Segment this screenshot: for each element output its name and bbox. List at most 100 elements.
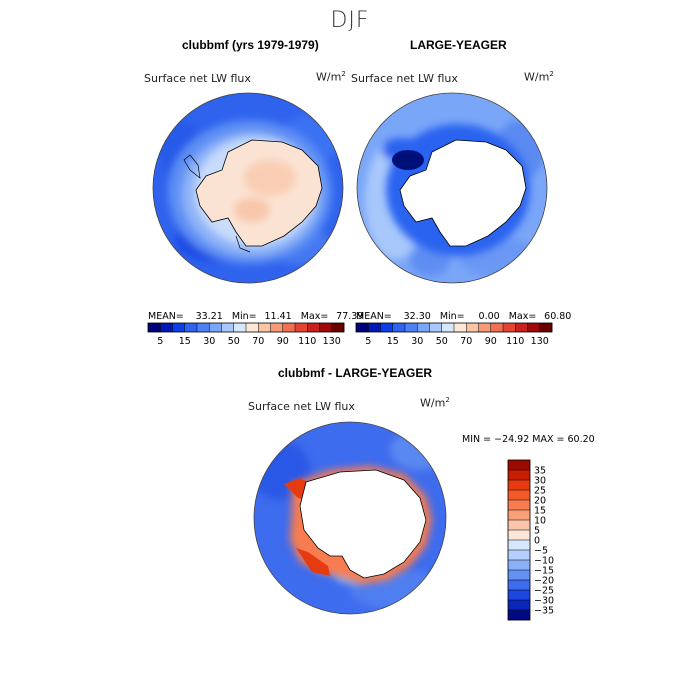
panel-title-bottom: clubbmf - LARGE-YEAGER <box>278 366 433 380</box>
mean-value: 32.30 <box>403 311 431 322</box>
max-label: Max= <box>508 311 537 322</box>
colorbar-swatch <box>527 323 541 332</box>
colorbar-tick-label: −35 <box>534 606 554 617</box>
colorbar-tick-label: −15 <box>534 566 554 577</box>
colorbar-swatch <box>429 323 443 332</box>
season-title: DJF <box>330 8 370 33</box>
colorbar-swatch <box>508 460 530 471</box>
colorbar-swatch <box>270 323 284 332</box>
colorbar-tick-label: 15 <box>534 506 546 517</box>
colorbar-swatch <box>508 520 530 531</box>
colorbar-tick-label: 25 <box>534 486 546 497</box>
colorbar-tick-label: 30 <box>534 476 546 487</box>
colorbar-tick-label: −20 <box>534 576 554 587</box>
colorbar-swatch <box>246 323 259 332</box>
colorbar-tick-label: 70 <box>252 336 264 347</box>
colorbar-swatch <box>508 600 530 611</box>
colorbar-frame <box>507 459 531 621</box>
colorbar-tick-label: 50 <box>228 336 240 347</box>
min-max-bottom: MIN = −24.92 MAX = 60.20 <box>462 434 595 445</box>
colorbar-swatch <box>466 323 479 332</box>
mean-value: 33.21 <box>195 311 223 322</box>
variable-label-left: Surface net LW flux <box>144 72 251 85</box>
colorbar-swatch <box>233 323 247 332</box>
stats-right: MEAN= 32.30 Min= 0.00 Max= 60.80 <box>356 311 571 322</box>
colorbar-tick-label: 10 <box>534 516 546 527</box>
map-bottom <box>254 422 446 614</box>
colorbar-tick-label: 5 <box>534 526 540 537</box>
colorbar-swatch <box>508 570 530 581</box>
colorbar-tick-label: 0 <box>534 536 540 547</box>
colorbar-swatch <box>508 530 530 541</box>
colorbar-swatch <box>454 323 467 332</box>
colorbar-swatch <box>508 550 530 561</box>
colorbar-frame <box>355 322 553 333</box>
colorbar-swatch <box>508 480 530 491</box>
colorbar-swatch <box>258 323 271 332</box>
colorbar-swatch <box>417 323 430 332</box>
colorbar-swatch <box>209 323 222 332</box>
colorbar-swatch <box>508 470 530 481</box>
units-label-right: W/m2 <box>524 70 554 84</box>
colorbar-tick-label: 30 <box>203 336 215 347</box>
map-right <box>357 93 547 283</box>
colorbar-swatch <box>508 580 530 591</box>
colorbar-tick-label: −25 <box>534 586 554 597</box>
colorbar-swatch <box>392 323 406 332</box>
map-left <box>153 93 343 283</box>
colorbar-tick-label: −5 <box>534 546 548 557</box>
colorbar-swatch <box>503 323 516 332</box>
max-value: 77.39 <box>336 311 364 322</box>
colorbar-tick-label: 35 <box>534 466 546 477</box>
panel-title-right: LARGE-YEAGER <box>410 38 507 52</box>
colorbar-swatch <box>356 323 369 332</box>
colorbar-swatch <box>172 323 186 332</box>
colorbar-swatch <box>508 590 530 601</box>
min-value: 11.41 <box>264 311 292 322</box>
colorbar-swatch <box>508 510 530 521</box>
variable-label-bottom: Surface net LW flux <box>248 400 355 413</box>
min-label: Min= <box>231 311 257 322</box>
min-label: Min= <box>439 311 465 322</box>
max-label: Max= <box>300 311 329 322</box>
colorbar-swatch <box>295 323 308 332</box>
colorbar-swatch <box>490 323 504 332</box>
map-bottom-border <box>253 421 447 615</box>
mean-label: MEAN= <box>148 311 184 322</box>
min-value: 0.00 <box>478 311 500 322</box>
colorbar-swatch <box>380 323 394 332</box>
colorbar-swatch <box>508 490 530 501</box>
colorbar-tick-label: 70 <box>460 336 472 347</box>
colorbar-tick-label: 130 <box>531 336 549 347</box>
colorbar-swatch <box>368 323 381 332</box>
colorbar-swatch <box>160 323 173 332</box>
colorbar-frame <box>147 322 345 333</box>
colorbar-swatch <box>184 323 198 332</box>
units-label-bottom: W/m2 <box>420 396 450 410</box>
colorbar-tick-label: 130 <box>323 336 341 347</box>
colorbar-swatch <box>148 323 161 332</box>
colorbar-swatch <box>478 323 492 332</box>
colorbar-tick-label: 50 <box>436 336 448 347</box>
colorbar-tick-label: −10 <box>534 556 554 567</box>
panel-title-left: clubbmf (yrs 1979-1979) <box>182 38 319 52</box>
colorbar-tick-label: −30 <box>534 596 554 607</box>
colorbar-swatch <box>405 323 418 332</box>
colorbar-tick-label: 15 <box>387 336 399 347</box>
colorbar-tick-label: 5 <box>365 336 371 347</box>
colorbar-swatch <box>319 323 333 332</box>
map-left-border <box>152 92 344 284</box>
colorbar-tick-label: 15 <box>179 336 191 347</box>
colorbar-swatch <box>515 323 528 332</box>
colorbar-tick-label: 110 <box>506 336 524 347</box>
colorbar-tick-label: 90 <box>277 336 289 347</box>
colorbar-swatch <box>508 500 530 511</box>
mean-label: MEAN= <box>356 311 392 322</box>
colorbar-swatch <box>441 323 455 332</box>
variable-label-right: Surface net LW flux <box>351 72 458 85</box>
max-value: 60.80 <box>544 311 572 322</box>
colorbar-tick-label: 5 <box>157 336 163 347</box>
colorbar-swatch <box>508 540 530 551</box>
